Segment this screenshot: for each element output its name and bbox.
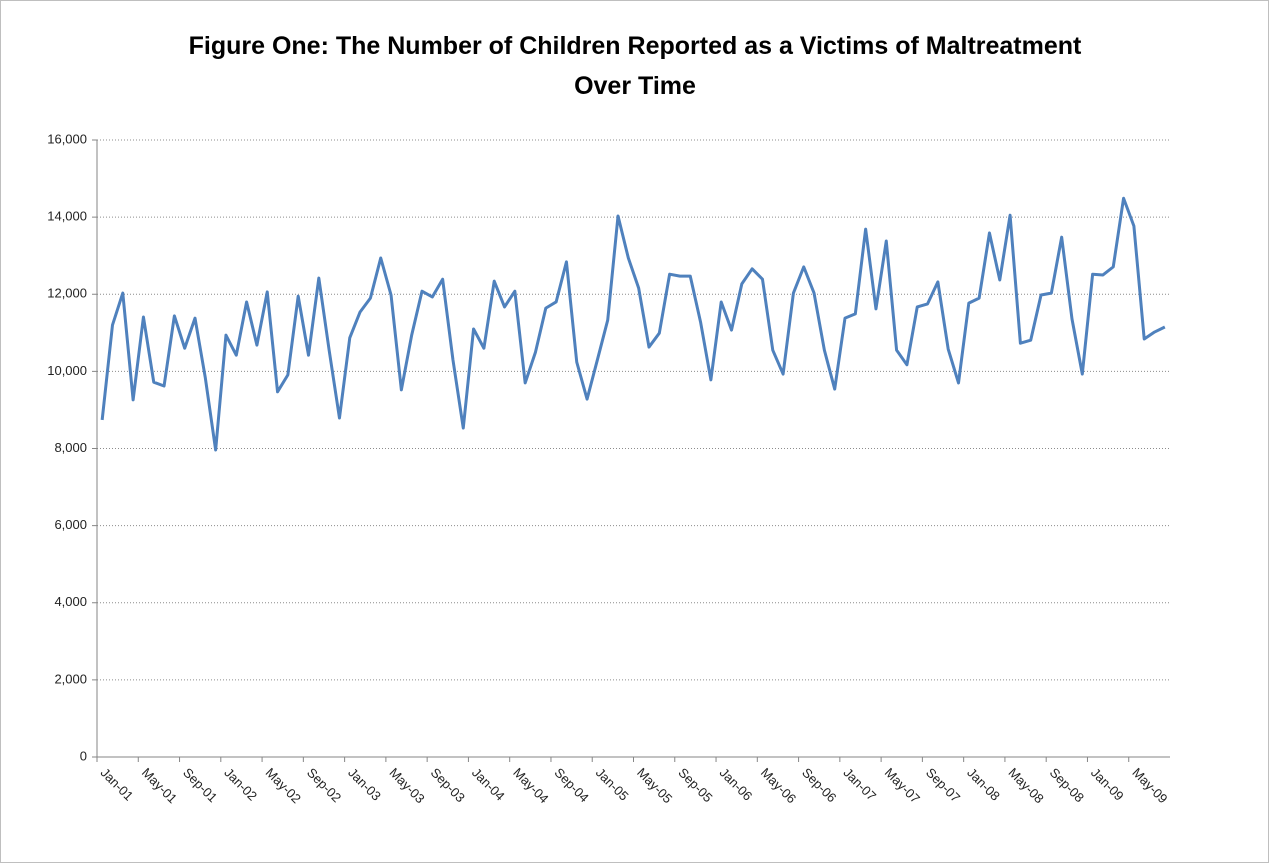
y-tick-label: 12,000	[47, 286, 87, 301]
x-tick-label: Sep-02	[304, 765, 344, 805]
y-tick-label: 16,000	[47, 131, 87, 146]
data-line	[100, 196, 1166, 452]
x-tick-label: May-02	[263, 765, 304, 806]
x-tick-label: Jan-05	[593, 765, 632, 804]
x-tick-label: May-07	[882, 765, 923, 806]
x-tick-label: Sep-05	[675, 765, 715, 805]
x-tick-label: Sep-07	[923, 765, 963, 805]
y-tick-label: 14,000	[47, 209, 87, 224]
x-tick-label: Jan-09	[1088, 765, 1127, 804]
x-tick-label: Jan-04	[469, 765, 508, 804]
x-tick-label: Sep-01	[180, 765, 220, 805]
x-tick-label: May-06	[758, 765, 799, 806]
x-tick-label: Jan-03	[345, 765, 384, 804]
x-tick-label: May-04	[510, 765, 551, 806]
y-tick-label: 6,000	[54, 517, 87, 532]
x-tick-label: May-03	[386, 765, 427, 806]
x-tick-label: Jan-08	[964, 765, 1003, 804]
x-tick-label: May-05	[634, 765, 675, 806]
x-tick-label: Sep-08	[1047, 765, 1087, 805]
x-tick-label: Sep-06	[799, 765, 839, 805]
x-tick-label: Jan-07	[840, 765, 879, 804]
x-tick-label: Sep-03	[428, 765, 468, 805]
y-tick-label: 2,000	[54, 671, 87, 686]
chart-title: Figure One: The Number of Children Repor…	[188, 32, 1082, 100]
x-tick-label: May-09	[1129, 765, 1170, 806]
y-tick-label: 4,000	[54, 594, 87, 609]
x-tick-label: Jan-06	[717, 765, 756, 804]
y-tick-label: 8,000	[54, 440, 87, 455]
y-tick-label: 0	[80, 748, 87, 763]
y-tick-label: 10,000	[47, 363, 87, 378]
x-tick-label: Jan-02	[221, 765, 260, 804]
x-tick-label: Sep-04	[552, 765, 592, 805]
x-tick-label: May-01	[139, 765, 180, 806]
x-tick-label: Jan-01	[98, 765, 137, 804]
x-tick-label: May-08	[1006, 765, 1047, 806]
